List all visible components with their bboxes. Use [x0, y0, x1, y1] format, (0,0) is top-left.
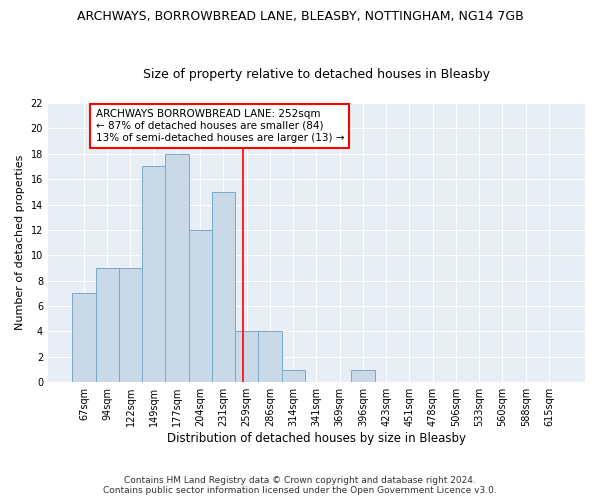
Bar	[95, 268, 119, 382]
Text: Contains HM Land Registry data © Crown copyright and database right 2024.
Contai: Contains HM Land Registry data © Crown c…	[103, 476, 497, 495]
Bar	[166, 154, 188, 382]
Bar	[142, 166, 166, 382]
Bar	[188, 230, 212, 382]
Bar	[281, 370, 305, 382]
Bar	[119, 268, 142, 382]
Text: ARCHWAYS, BORROWBREAD LANE, BLEASBY, NOTTINGHAM, NG14 7GB: ARCHWAYS, BORROWBREAD LANE, BLEASBY, NOT…	[77, 10, 523, 23]
Y-axis label: Number of detached properties: Number of detached properties	[15, 155, 25, 330]
Bar	[212, 192, 235, 382]
Title: Size of property relative to detached houses in Bleasby: Size of property relative to detached ho…	[143, 68, 490, 81]
Text: ARCHWAYS BORROWBREAD LANE: 252sqm
← 87% of detached houses are smaller (84)
13% : ARCHWAYS BORROWBREAD LANE: 252sqm ← 87% …	[95, 110, 344, 142]
Bar	[73, 294, 95, 382]
Bar	[235, 332, 259, 382]
Bar	[352, 370, 374, 382]
X-axis label: Distribution of detached houses by size in Bleasby: Distribution of detached houses by size …	[167, 432, 466, 445]
Bar	[259, 332, 281, 382]
